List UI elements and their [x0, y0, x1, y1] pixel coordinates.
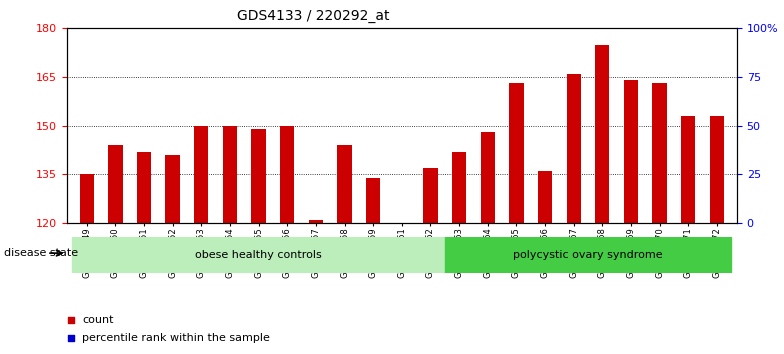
- Bar: [595, 45, 609, 223]
- Text: count: count: [82, 315, 114, 325]
- Bar: [366, 178, 380, 223]
- Bar: [223, 126, 237, 223]
- Bar: [79, 175, 94, 223]
- Bar: [445, 237, 731, 273]
- Bar: [710, 116, 724, 223]
- Bar: [510, 84, 524, 223]
- Bar: [309, 220, 323, 223]
- Text: obese healthy controls: obese healthy controls: [195, 250, 322, 260]
- Bar: [652, 84, 666, 223]
- Bar: [280, 126, 294, 223]
- Bar: [567, 74, 581, 223]
- Text: polycystic ovary syndrome: polycystic ovary syndrome: [514, 250, 662, 260]
- Bar: [337, 145, 352, 223]
- Bar: [538, 171, 552, 223]
- Bar: [72, 237, 445, 273]
- Bar: [481, 132, 495, 223]
- Point: [292, 85, 304, 91]
- Bar: [194, 126, 209, 223]
- Text: GDS4133 / 220292_at: GDS4133 / 220292_at: [238, 9, 390, 23]
- Bar: [108, 145, 122, 223]
- Text: percentile rank within the sample: percentile rank within the sample: [82, 333, 270, 343]
- Bar: [137, 152, 151, 223]
- Point: [292, 246, 304, 252]
- Bar: [681, 116, 695, 223]
- Bar: [252, 129, 266, 223]
- Bar: [423, 168, 437, 223]
- Text: disease state: disease state: [4, 248, 78, 258]
- Bar: [624, 80, 638, 223]
- Bar: [452, 152, 466, 223]
- Bar: [165, 155, 180, 223]
